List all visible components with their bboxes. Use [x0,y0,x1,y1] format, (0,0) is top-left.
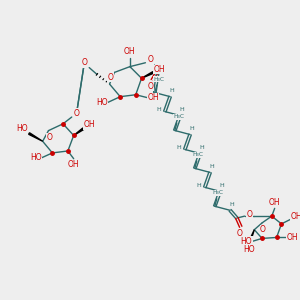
Text: O: O [237,229,243,238]
Text: H: H [199,145,204,150]
Text: O: O [247,210,252,219]
Text: OH: OH [124,46,136,56]
Text: H₃C: H₃C [213,190,224,195]
Text: O: O [46,133,52,142]
Text: H₃C: H₃C [193,152,204,158]
Text: OH: OH [286,233,298,242]
Text: HO: HO [30,153,42,162]
Text: HO: HO [96,98,108,107]
Text: HO: HO [244,244,255,253]
Text: O: O [147,82,153,91]
Text: H₃C: H₃C [173,115,184,119]
Text: OH: OH [269,198,280,207]
Text: O: O [74,109,80,118]
Text: O: O [108,73,113,82]
Text: H₃C: H₃C [153,76,164,82]
Polygon shape [29,133,43,141]
Polygon shape [74,128,84,136]
Text: H: H [189,126,194,131]
Text: H: H [169,88,174,93]
Text: H: H [209,164,214,169]
Text: OH: OH [68,160,80,169]
Polygon shape [249,230,254,243]
Text: H: H [177,145,182,150]
Text: H: H [157,107,161,112]
Text: H: H [179,107,184,112]
Text: OH: OH [153,65,165,74]
Text: O: O [260,225,266,234]
Text: OH: OH [290,212,300,220]
Text: O: O [81,58,87,67]
Polygon shape [142,72,154,78]
Text: OH: OH [147,93,159,102]
Text: HO: HO [16,124,28,133]
Text: OH: OH [83,120,95,129]
Text: H: H [229,202,234,207]
Text: H: H [219,183,224,188]
Text: O: O [147,55,153,64]
Text: H: H [197,183,201,188]
Text: HO: HO [241,237,252,246]
